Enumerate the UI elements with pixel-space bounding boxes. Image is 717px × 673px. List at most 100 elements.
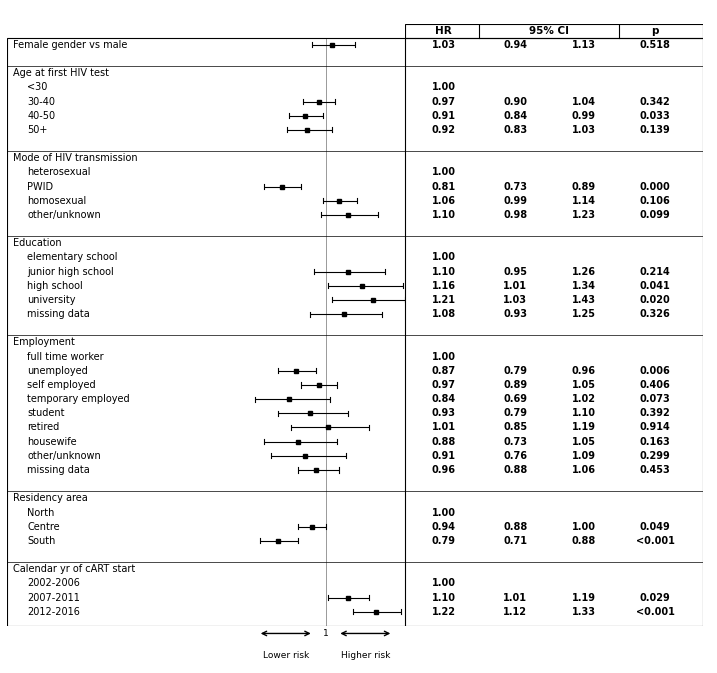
Text: missing data: missing data — [27, 465, 90, 475]
Text: junior high school: junior high school — [27, 267, 114, 277]
Text: university: university — [27, 295, 75, 305]
Text: 0.049: 0.049 — [640, 522, 670, 532]
Text: 0.96: 0.96 — [571, 366, 596, 376]
Text: 1.05: 1.05 — [571, 437, 596, 447]
Text: homosexual: homosexual — [27, 196, 86, 206]
Text: other/unknown: other/unknown — [27, 210, 101, 220]
Text: 1.10: 1.10 — [432, 592, 456, 602]
Text: 0.163: 0.163 — [640, 437, 670, 447]
Text: 1.08: 1.08 — [432, 309, 456, 319]
Text: 1.00: 1.00 — [432, 82, 456, 92]
Text: Centre: Centre — [27, 522, 60, 532]
Text: 0.88: 0.88 — [503, 522, 527, 532]
Text: 0.89: 0.89 — [503, 380, 527, 390]
Text: 1.00: 1.00 — [432, 351, 456, 361]
Text: retired: retired — [27, 423, 60, 433]
Text: 0.71: 0.71 — [503, 536, 527, 546]
Text: 1.04: 1.04 — [571, 96, 596, 106]
Text: 1.06: 1.06 — [432, 196, 456, 206]
Text: 1.14: 1.14 — [571, 196, 596, 206]
Text: 0.033: 0.033 — [640, 110, 670, 120]
Text: 1.13: 1.13 — [571, 40, 596, 50]
Text: 0.029: 0.029 — [640, 592, 670, 602]
Text: 0.97: 0.97 — [432, 96, 456, 106]
Text: 0.99: 0.99 — [571, 110, 596, 120]
Text: temporary employed: temporary employed — [27, 394, 130, 404]
Text: 1.03: 1.03 — [503, 295, 527, 305]
Text: Age at first HIV test: Age at first HIV test — [13, 68, 109, 78]
Text: 0.518: 0.518 — [640, 40, 670, 50]
Text: high school: high school — [27, 281, 83, 291]
Text: 1.22: 1.22 — [432, 607, 456, 616]
Text: Education: Education — [13, 238, 62, 248]
Text: Mode of HIV transmission: Mode of HIV transmission — [13, 153, 138, 163]
Text: 0.099: 0.099 — [640, 210, 670, 220]
Text: <30: <30 — [27, 82, 47, 92]
Text: 0.87: 0.87 — [432, 366, 456, 376]
Text: 1.21: 1.21 — [432, 295, 456, 305]
Text: 0.79: 0.79 — [503, 366, 527, 376]
Text: 0.91: 0.91 — [432, 110, 456, 120]
Text: 1.05: 1.05 — [571, 380, 596, 390]
Text: 1.19: 1.19 — [571, 592, 596, 602]
Text: PWID: PWID — [27, 182, 53, 192]
Text: 0.73: 0.73 — [503, 437, 527, 447]
Text: 1.10: 1.10 — [432, 210, 456, 220]
Text: housewife: housewife — [27, 437, 77, 447]
Text: 1.03: 1.03 — [432, 40, 456, 50]
Text: 2007-2011: 2007-2011 — [27, 592, 80, 602]
Text: 0.95: 0.95 — [503, 267, 527, 277]
Bar — [405, 24, 703, 38]
Text: 1: 1 — [323, 629, 328, 638]
Text: 1.01: 1.01 — [503, 592, 527, 602]
Text: 0.79: 0.79 — [503, 409, 527, 419]
Text: 1.16: 1.16 — [432, 281, 456, 291]
Text: 1.00: 1.00 — [571, 522, 596, 532]
Text: 1.06: 1.06 — [571, 465, 596, 475]
Text: 0.92: 0.92 — [432, 125, 456, 135]
Text: 1.23: 1.23 — [571, 210, 596, 220]
Text: 0.406: 0.406 — [640, 380, 670, 390]
Text: Calendar yr of cART start: Calendar yr of cART start — [13, 564, 136, 574]
Text: Residency area: Residency area — [13, 493, 88, 503]
Text: 1.00: 1.00 — [432, 168, 456, 178]
Text: 1.09: 1.09 — [571, 451, 596, 461]
Text: self employed: self employed — [27, 380, 95, 390]
Text: 1.01: 1.01 — [503, 281, 527, 291]
Text: 0.99: 0.99 — [503, 196, 527, 206]
Text: 0.020: 0.020 — [640, 295, 670, 305]
Text: 95% CI: 95% CI — [529, 26, 569, 36]
Text: 0.94: 0.94 — [503, 40, 527, 50]
Text: 0.91: 0.91 — [432, 451, 456, 461]
Text: Higher risk: Higher risk — [341, 651, 390, 660]
Text: <0.001: <0.001 — [635, 536, 675, 546]
Text: 0.88: 0.88 — [503, 465, 527, 475]
Text: 1.33: 1.33 — [571, 607, 596, 616]
Text: 1.25: 1.25 — [571, 309, 596, 319]
Text: 0.073: 0.073 — [640, 394, 670, 404]
Text: 0.84: 0.84 — [432, 394, 456, 404]
Text: 1.02: 1.02 — [571, 394, 596, 404]
Text: 0.326: 0.326 — [640, 309, 670, 319]
Text: heterosexual: heterosexual — [27, 168, 90, 178]
Text: student: student — [27, 409, 65, 419]
Text: 1.12: 1.12 — [503, 607, 527, 616]
Text: 0.453: 0.453 — [640, 465, 670, 475]
Text: 1.19: 1.19 — [571, 423, 596, 433]
Text: 0.914: 0.914 — [640, 423, 670, 433]
Text: 0.000: 0.000 — [640, 182, 670, 192]
Text: North: North — [27, 507, 54, 518]
Text: 0.97: 0.97 — [432, 380, 456, 390]
Text: 1.10: 1.10 — [432, 267, 456, 277]
Text: 0.85: 0.85 — [503, 423, 527, 433]
Text: 2012-2016: 2012-2016 — [27, 607, 80, 616]
Text: <0.001: <0.001 — [635, 607, 675, 616]
Text: elementary school: elementary school — [27, 252, 118, 262]
Text: 0.96: 0.96 — [432, 465, 456, 475]
Text: 0.89: 0.89 — [571, 182, 596, 192]
Text: unemployed: unemployed — [27, 366, 87, 376]
Text: 2002-2006: 2002-2006 — [27, 578, 80, 588]
Text: Lower risk: Lower risk — [262, 651, 309, 660]
Text: 0.79: 0.79 — [432, 536, 456, 546]
Text: 0.73: 0.73 — [503, 182, 527, 192]
